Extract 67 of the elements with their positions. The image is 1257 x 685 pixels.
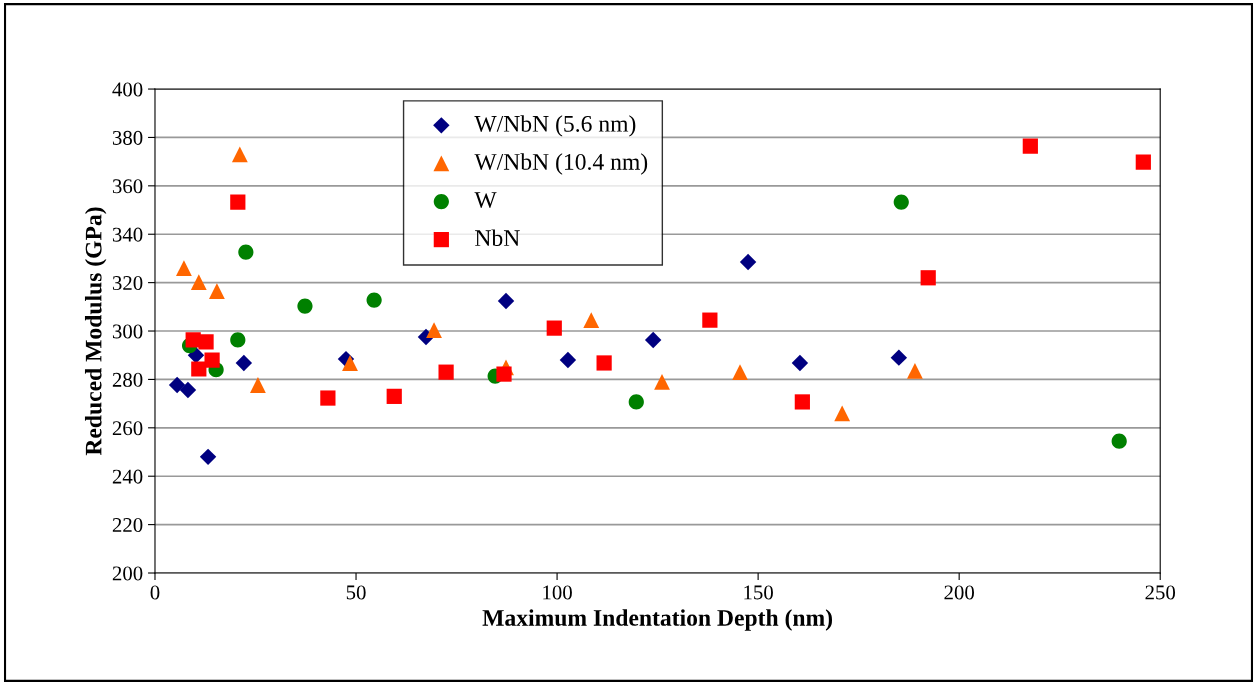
point [791, 354, 809, 372]
y-tick-label: 400 [112, 82, 143, 97]
x-tick-label: 200 [944, 585, 974, 600]
point [834, 405, 851, 422]
point [794, 394, 810, 410]
point [1022, 138, 1038, 154]
point [546, 320, 562, 336]
point [654, 373, 670, 390]
point [596, 355, 612, 371]
point [1111, 433, 1127, 449]
point [198, 334, 214, 350]
point [739, 253, 757, 271]
point [920, 270, 936, 286]
point [231, 146, 248, 163]
point [386, 388, 402, 404]
point [732, 364, 748, 381]
point [179, 381, 197, 399]
point [235, 354, 253, 372]
x-tick-label: 250 [1145, 585, 1176, 600]
point [238, 244, 254, 260]
point [250, 377, 266, 393]
y-tick-label: 380 [112, 130, 143, 145]
point [191, 361, 207, 377]
point [190, 274, 207, 291]
point [366, 292, 382, 308]
point [497, 292, 515, 310]
point [907, 363, 923, 379]
point [644, 331, 662, 349]
legend-label: NbN [475, 229, 520, 247]
point [893, 194, 909, 210]
point [320, 390, 336, 406]
y-tick-label: 340 [112, 227, 143, 242]
legend-label: W [474, 192, 497, 209]
y-tick-label: 200 [112, 566, 143, 581]
y-tick-label: 360 [112, 179, 143, 194]
point [496, 366, 512, 382]
point [208, 283, 225, 300]
point [230, 194, 246, 210]
point [297, 298, 313, 314]
point [176, 260, 192, 277]
point [199, 448, 217, 466]
x-tick-label: 150 [744, 585, 773, 600]
point [168, 376, 186, 394]
y-tick-label: 240 [112, 469, 143, 484]
y-tick-label: 280 [112, 372, 143, 387]
y-axis-title: Reduced Modulus (GPa) [84, 207, 107, 456]
x-axis-title: Maximum Indentation Depth (nm) [482, 609, 833, 631]
point [438, 364, 454, 380]
y-tick-label: 320 [112, 276, 143, 291]
y-tick-label: 260 [112, 421, 143, 436]
point [342, 355, 358, 371]
legend-label: W/NbN (10.4 nm) [474, 153, 648, 175]
point [204, 352, 220, 368]
legend-label: W/NbN (5.6 nm) [474, 115, 636, 137]
point [583, 312, 600, 329]
x-tick-label: 0 [150, 585, 160, 600]
y-tick-label: 220 [112, 517, 143, 533]
x-tick-label: 100 [543, 585, 572, 600]
point [426, 322, 442, 338]
point [230, 332, 246, 348]
x-tick-label: 50 [346, 585, 366, 600]
y-tick-label: 300 [112, 324, 143, 339]
point [702, 312, 718, 328]
point [628, 394, 644, 410]
point [559, 351, 577, 369]
point [890, 349, 908, 366]
point [1135, 154, 1151, 170]
